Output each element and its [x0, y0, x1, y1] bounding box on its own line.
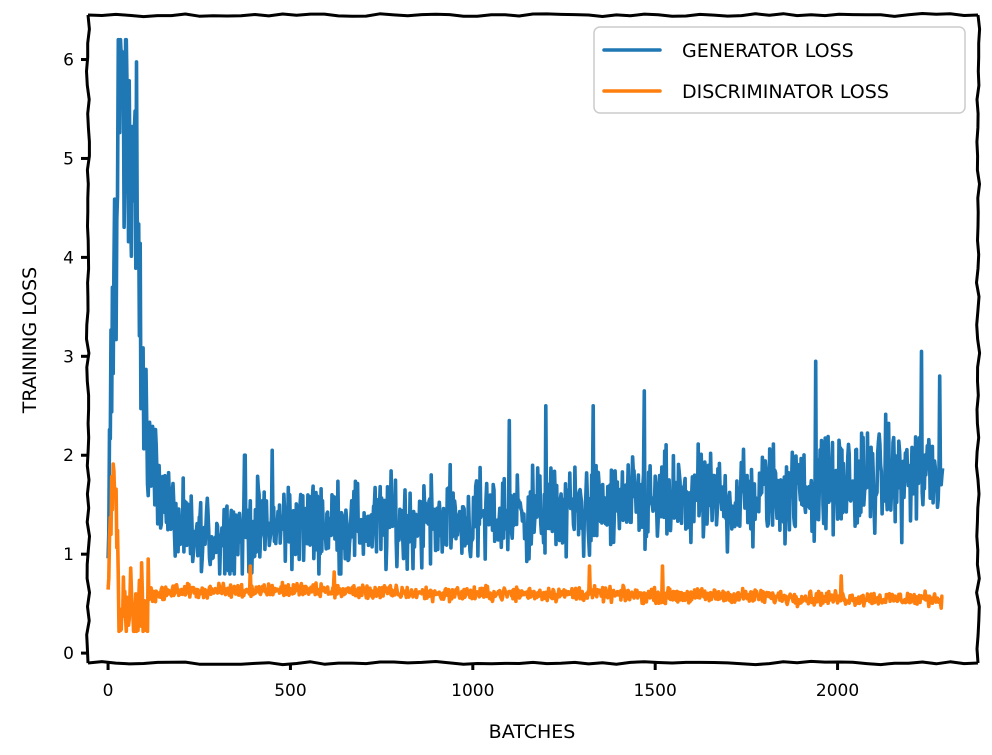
legend-label-generator: GENERATOR LOSS — [682, 40, 854, 62]
plot-area: 0 500 1000 1500 2000 0 1 2 3 4 5 6 — [63, 12, 982, 701]
x-tick-label: 1000 — [451, 681, 494, 701]
y-tick-label: 3 — [63, 347, 74, 367]
y-tick-label: 1 — [63, 545, 74, 565]
legend-box — [593, 26, 966, 114]
x-tick-label: 500 — [274, 681, 306, 701]
y-tick-label: 0 — [63, 644, 74, 664]
x-tick-label: 1500 — [634, 681, 677, 701]
legend: GENERATOR LOSS DISCRIMINATOR LOSS — [593, 26, 966, 114]
y-tick-label: 2 — [63, 446, 74, 466]
series-layer — [106, 37, 945, 634]
ticks-layer: 0 500 1000 1500 2000 0 1 2 3 4 5 6 — [63, 51, 859, 701]
y-tick-label: 5 — [63, 149, 74, 169]
x-axis-title: BATCHES — [489, 721, 576, 743]
x-tick-label: 2000 — [816, 681, 859, 701]
y-tick-label: 6 — [63, 51, 74, 71]
legend-label-discriminator: DISCRIMINATOR LOSS — [682, 81, 889, 103]
y-tick-label: 4 — [63, 248, 74, 268]
plot-frame — [85, 12, 982, 667]
x-tick-label: 0 — [103, 681, 114, 701]
generator-loss-line — [106, 37, 945, 576]
y-axis-title: TRAINING LOSS — [19, 267, 41, 414]
discriminator-loss-line — [106, 462, 944, 634]
